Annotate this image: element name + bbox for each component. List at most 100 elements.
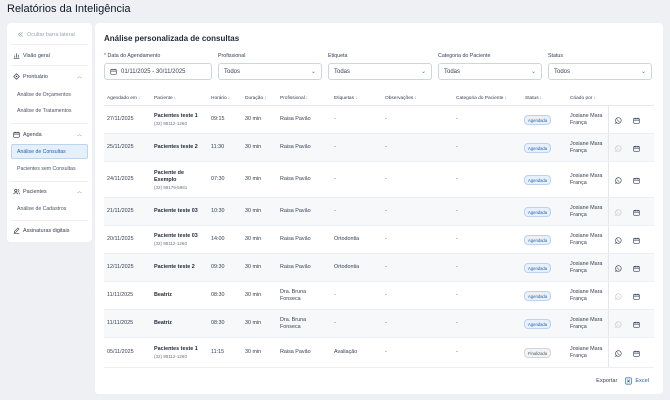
cell-notes: -	[385, 208, 387, 214]
whatsapp-icon[interactable]	[614, 236, 622, 244]
cell-patient[interactable]: Pacientes teste 1 (32) 98112-1260	[154, 346, 206, 360]
cell-category: -	[456, 320, 458, 326]
cell-created_by: Josiane Mara França	[570, 172, 603, 187]
cell-patient[interactable]: Paciente de Exemplo (32) 99179-5981	[154, 170, 206, 191]
table-row[interactable]: 11/11/2025 Beatriz 08:30 30 min Dra. Bruna F…	[104, 310, 654, 338]
sidebar-active-highlight	[11, 144, 88, 159]
column-header-observacoes[interactable]: Observações↓	[385, 96, 417, 101]
cell-tags: -	[334, 144, 336, 150]
cell-duration: 30 min	[245, 176, 262, 182]
main-panel: Análise personalizada de consultas * Dat…	[95, 23, 663, 394]
calendar-icon[interactable]	[632, 349, 640, 357]
cell-created_by: Josiane Mara França	[570, 204, 603, 219]
hide-sidebar-button[interactable]: Ocultar barra lateral	[17, 31, 75, 38]
pen-icon	[13, 227, 20, 234]
sidebar-item-overview[interactable]: Visão geral	[13, 52, 50, 59]
cell-patient[interactable]: Paciente teste 2	[154, 264, 206, 272]
etiqueta-filter-label: Etiqueta	[328, 53, 348, 59]
actions-divider	[608, 134, 609, 161]
etiqueta-select[interactable]: Todas ⌄	[328, 63, 432, 80]
table-row[interactable]: 12/11/2025 Paciente teste 2 09:30 30 min Rai…	[104, 254, 654, 282]
status-select[interactable]: Todos ⌄	[548, 63, 652, 80]
cell-tags: -	[334, 116, 336, 122]
excel-export-button[interactable]: Excel	[625, 377, 649, 385]
hide-sidebar-label: Ocultar barra lateral	[27, 31, 75, 38]
calendar-icon	[13, 131, 20, 138]
patient-name: Paciente teste 03	[154, 233, 198, 240]
table-row[interactable]: 11/11/2025 Beatriz 08:30 30 min Dra. Bruna F…	[104, 282, 654, 310]
cell-created_by: Josiane Mara França	[570, 260, 603, 275]
calendar-icon[interactable]	[632, 176, 640, 184]
cell-patient[interactable]: Pacientes teste 1 (32) 98112-1260	[154, 113, 206, 127]
calendar-icon[interactable]	[632, 144, 640, 152]
sidebar-group-prontuario[interactable]: Prontuário ︿	[13, 73, 85, 80]
sidebar-group-agenda[interactable]: Agenda ︿	[13, 131, 85, 138]
actions-divider	[608, 282, 609, 309]
cell-patient[interactable]: Pacientes teste 2	[154, 144, 206, 152]
sidebar-item-sem-consultas[interactable]: Pacientes sem Consultas	[17, 166, 76, 172]
cell-tags: Ortodontia	[334, 236, 360, 242]
calendar-icon[interactable]	[632, 116, 640, 124]
cell-date: 12/11/2025	[107, 264, 134, 270]
calendar-icon[interactable]	[632, 208, 640, 216]
cell-time: 14:00	[211, 236, 225, 242]
whatsapp-icon[interactable]	[614, 349, 622, 357]
status-select-value: Todos	[554, 68, 571, 75]
profissional-select[interactable]: Todos ⌄	[218, 63, 322, 80]
calendar-icon[interactable]	[632, 236, 640, 244]
cell-tags: Avaliação	[334, 349, 358, 355]
cell-patient[interactable]: Beatriz	[154, 320, 206, 328]
patient-name: Paciente de Exemplo	[154, 169, 184, 184]
categoria-select[interactable]: Todas ⌄	[438, 63, 542, 80]
cell-patient[interactable]: Paciente teste 03	[154, 208, 206, 216]
column-header-status[interactable]: Status↓	[525, 96, 543, 101]
table-row[interactable]: 24/11/2025 Paciente de Exemplo (32) 99179-…	[104, 162, 654, 198]
cell-patient[interactable]: Beatriz	[154, 292, 206, 300]
whatsapp-icon[interactable]	[614, 264, 622, 272]
whatsapp-icon[interactable]	[614, 292, 622, 300]
chevron-up-icon: ︿	[77, 132, 83, 138]
whatsapp-icon[interactable]	[614, 144, 622, 152]
table-row[interactable]: 27/11/2025 Pacientes teste 1 (32) 98112-12…	[104, 106, 654, 134]
whatsapp-icon[interactable]	[614, 208, 622, 216]
date-range-input[interactable]: 01/11/2025 - 30/11/2025	[104, 63, 212, 80]
table-row[interactable]: 21/11/2025 Paciente teste 03 10:30 30 min Ra…	[104, 198, 654, 226]
table-row[interactable]: 05/11/2025 Pacientes teste 1 (32) 98112-12…	[104, 338, 654, 368]
column-header-horario[interactable]: Horário↓	[211, 96, 231, 101]
cell-category: -	[456, 208, 458, 214]
calendar-icon[interactable]	[632, 292, 640, 300]
column-header-duracao[interactable]: Duração↓	[245, 96, 267, 101]
cell-notes: -	[385, 264, 387, 270]
sidebar-item-cadastros[interactable]: Análise de Cadastros	[17, 206, 67, 212]
cell-tags: -	[334, 320, 336, 326]
cell-category: -	[456, 144, 458, 150]
sidebar-item-tratamentos[interactable]: Análise de Tratamentos	[17, 108, 72, 114]
table-row[interactable]: 25/11/2025 Pacientes teste 2 11:30 30 min Ra…	[104, 134, 654, 162]
actions-divider	[608, 162, 609, 197]
sidebar-item-consultas[interactable]: Análise de Consultas	[17, 149, 66, 155]
patient-phone: (32) 98112-1260	[154, 240, 187, 246]
cell-patient[interactable]: Paciente teste 03 (32) 98112-1260	[154, 233, 206, 247]
column-header-paciente[interactable]: Paciente↓	[154, 96, 177, 101]
column-header-categoria[interactable]: Categoria do Paciente↓	[456, 96, 507, 101]
sidebar-group-pacientes[interactable]: Pacientes ︿	[13, 188, 85, 195]
cell-tags: -	[334, 208, 336, 214]
sidebar-item-assinaturas[interactable]: Assinaturas digitais	[13, 227, 69, 234]
column-header-criado-por[interactable]: Criado por↓	[570, 96, 596, 101]
whatsapp-icon[interactable]	[614, 320, 622, 328]
table-row[interactable]: 20/11/2025 Paciente teste 03 (32) 98112-12…	[104, 226, 654, 254]
sidebar-item-orcamentos[interactable]: Análise de Orçamentos	[17, 92, 71, 98]
patient-phone: (32) 98112-1260	[154, 353, 187, 359]
column-header-profissional[interactable]: Profissional↓	[280, 96, 309, 101]
calendar-icon[interactable]	[632, 320, 640, 328]
whatsapp-icon[interactable]	[614, 176, 622, 184]
cell-professional: Raisa Pavão	[280, 116, 311, 123]
whatsapp-icon[interactable]	[614, 116, 622, 124]
calendar-icon[interactable]	[632, 264, 640, 272]
cell-date: 20/11/2025	[107, 236, 134, 242]
page-title: Relatórios da Inteligência	[7, 3, 131, 15]
column-header-agendado[interactable]: Agendado em↓	[107, 96, 141, 101]
sidebar: Ocultar barra lateral Visão geral Prontu…	[7, 23, 92, 242]
column-header-etiquetas[interactable]: Etiquetas↓	[334, 96, 358, 101]
cell-time: 07:30	[211, 176, 225, 182]
